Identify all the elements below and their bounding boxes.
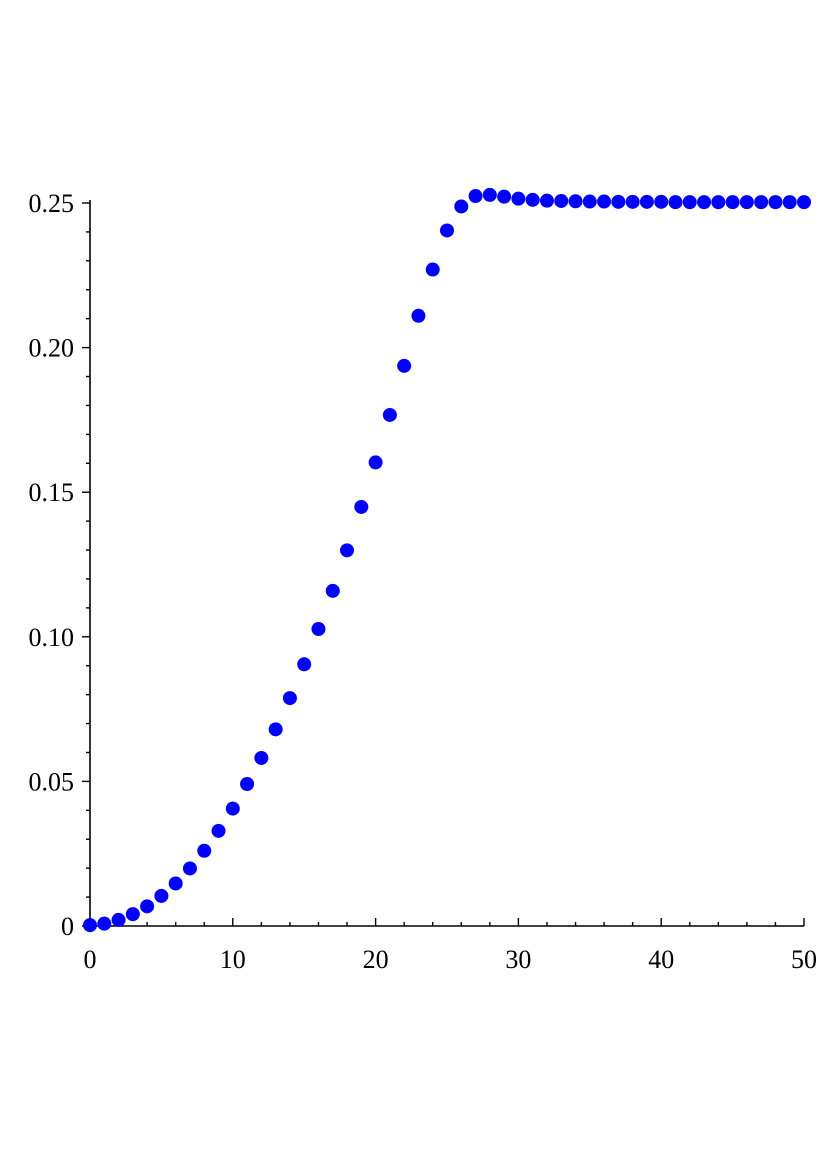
data-point: [797, 195, 811, 210]
data-point: [325, 583, 340, 598]
y-tick-label: 0: [61, 912, 74, 941]
data-point: [582, 194, 597, 209]
data-point: [425, 262, 440, 277]
y-ticks: 0 0.05 0.10 0.15 0.20 0.25: [29, 189, 90, 941]
y-tick-label: 0.20: [29, 334, 75, 363]
data-point: [511, 191, 526, 206]
data-point: [539, 193, 554, 208]
data-point: [254, 750, 269, 765]
data-point: [668, 195, 683, 210]
data-point: [340, 543, 355, 558]
x-tick-label: 30: [505, 945, 531, 974]
data-point: [125, 907, 140, 922]
data-point: [297, 657, 312, 672]
data-point: [639, 194, 654, 209]
data-point: [497, 189, 512, 204]
y-tick-label: 0.15: [29, 478, 75, 507]
data-point: [554, 193, 569, 208]
data-point: [140, 899, 155, 914]
data-point: [354, 499, 369, 514]
data-point: [411, 308, 426, 323]
data-point: [725, 195, 740, 210]
data-point: [454, 199, 469, 214]
data-point: [754, 195, 769, 210]
x-tick-label: 50: [791, 945, 817, 974]
data-point: [625, 194, 640, 209]
data-point: [440, 223, 454, 238]
x-tick-label: 0: [84, 945, 97, 974]
data-point: [782, 195, 797, 210]
data-point: [311, 621, 326, 636]
data-point: [768, 195, 783, 210]
data-point: [682, 195, 697, 210]
axes: [89, 200, 804, 927]
data-point: [568, 194, 583, 209]
data-point: [611, 194, 626, 209]
y-tick-label: 0.10: [29, 623, 75, 652]
data-point: [597, 194, 612, 209]
y-tick-label: 0.25: [29, 189, 75, 218]
data-point: [397, 358, 412, 373]
data-point: [711, 195, 726, 210]
data-point: [482, 187, 497, 202]
x-tick-label: 40: [648, 945, 674, 974]
data-point: [182, 861, 197, 876]
data-points: [83, 187, 811, 933]
data-point: [382, 407, 397, 422]
data-point: [268, 722, 283, 737]
data-point: [468, 189, 483, 204]
x-tick-label: 20: [363, 945, 389, 974]
data-point: [697, 195, 712, 210]
data-point: [154, 888, 169, 903]
y-tick-label: 0.05: [29, 767, 75, 796]
data-point: [739, 195, 754, 210]
data-point: [525, 192, 540, 207]
data-point: [97, 916, 112, 931]
data-point: [168, 876, 183, 891]
data-point: [368, 455, 383, 470]
data-point: [225, 801, 240, 816]
data-point: [654, 194, 669, 209]
data-point: [240, 777, 255, 792]
x-tick-label: 10: [220, 945, 246, 974]
data-point: [282, 691, 297, 706]
data-point: [211, 823, 226, 838]
data-point: [111, 912, 126, 927]
data-point: [83, 918, 97, 933]
data-point: [197, 843, 212, 858]
